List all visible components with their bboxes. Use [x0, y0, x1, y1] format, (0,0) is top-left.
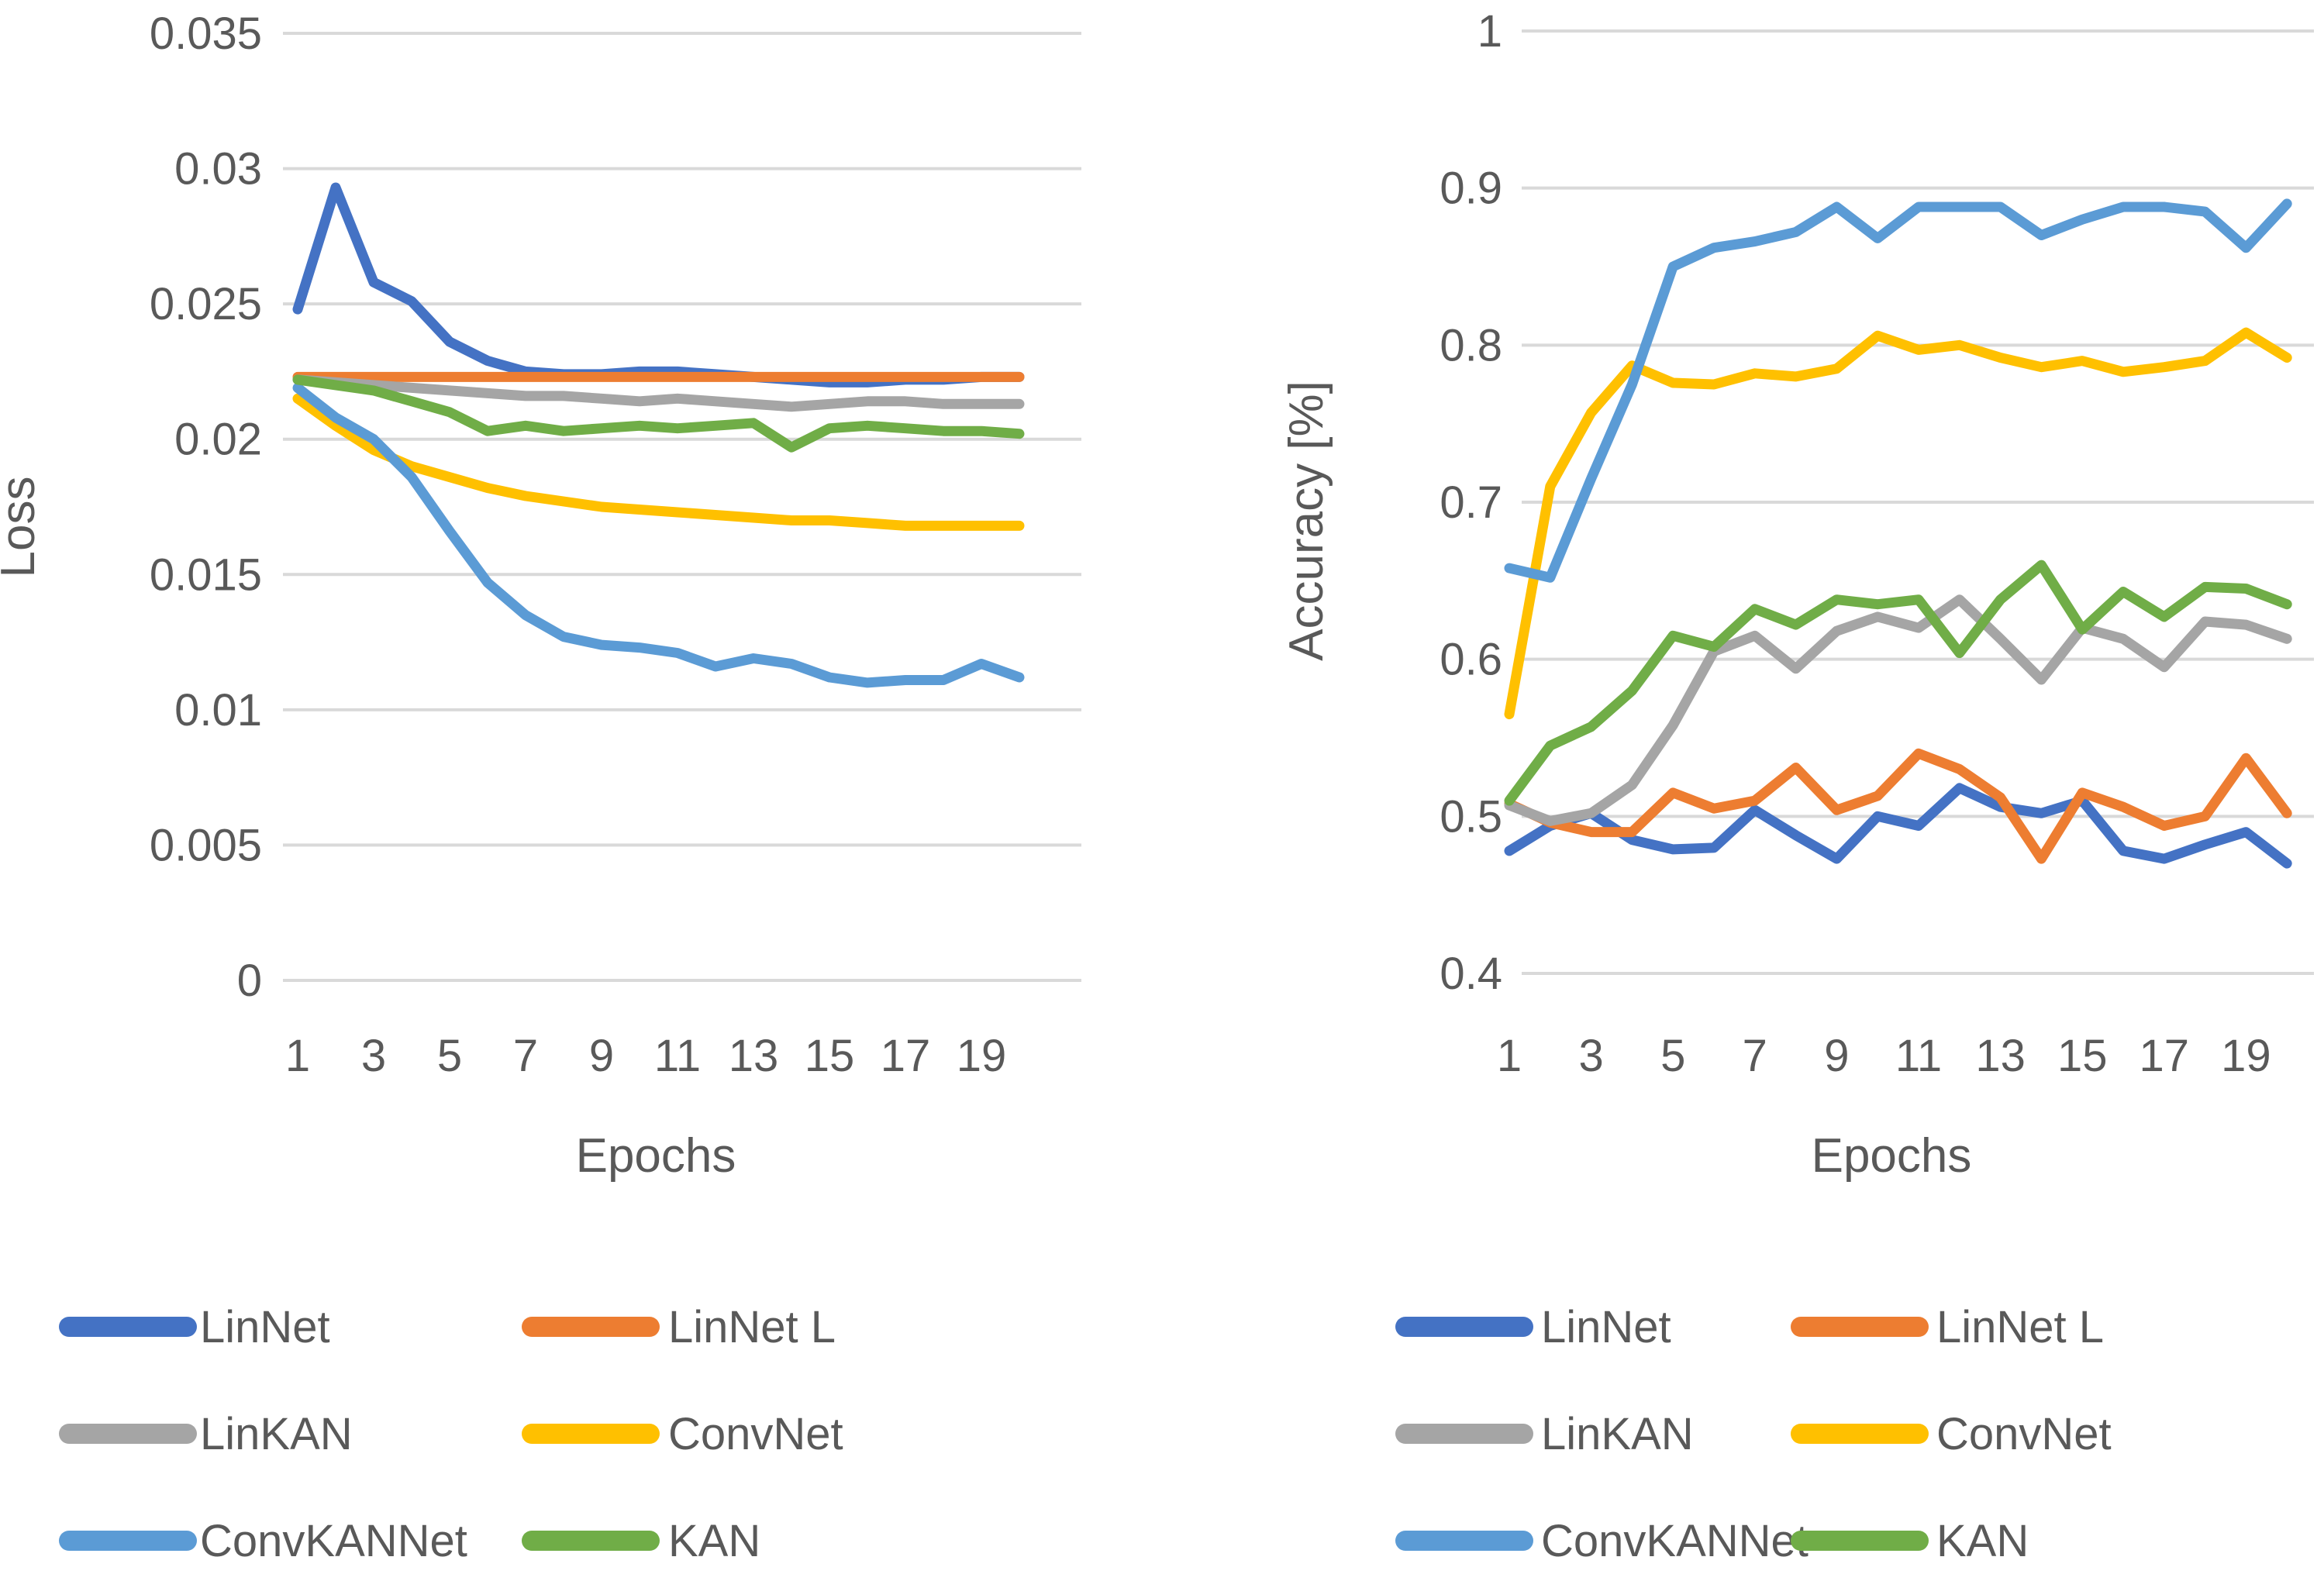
legend-label-LinNet: LinNet [1541, 1302, 1671, 1352]
series-line-LinNet [1504, 783, 2292, 869]
series-line-ConvKANNet [1504, 198, 2292, 583]
x-tick-label: 19 [957, 1031, 1007, 1081]
chart-accuracy: 0.40.50.60.70.80.911 3 5 7 9 11 13 15 17 19LinNet… [1395, 6, 2314, 1566]
legend-swatch-ConvKANNet [59, 1531, 197, 1551]
y-tick-label: 0.7 [1440, 477, 1502, 528]
series-line-KAN [292, 374, 1025, 453]
legend-swatch-LinNet [1395, 1317, 1533, 1337]
legend-label-LinKAN: LinKAN [1541, 1409, 1694, 1459]
legend-swatch-ConvNet [1791, 1424, 1929, 1444]
y-tick-label: 0.03 [174, 144, 262, 195]
y-tick-label: 0.4 [1440, 949, 1502, 999]
y-tick-label: 0.6 [1440, 635, 1502, 685]
legend-label-ConvKANNet: ConvKANNet [1541, 1516, 1809, 1566]
y-tick-label: 0.025 [150, 279, 262, 329]
accuracy-axis-title: Accuracy [%] [1280, 381, 1333, 661]
x-tick-label: 7 [513, 1031, 538, 1081]
x-tick-label: 9 [1824, 1031, 1849, 1081]
legend-label-KAN: KAN [1936, 1516, 2029, 1566]
y-tick-label: 0.035 [150, 9, 262, 59]
y-tick-label: 0.015 [150, 549, 262, 600]
legend-swatch-ConvNet [522, 1424, 660, 1444]
series-line-LinNet [292, 182, 1025, 388]
x-tick-label: 19 [2221, 1031, 2271, 1081]
x-tick-label: 17 [881, 1031, 931, 1081]
x-tick-label: 13 [729, 1031, 779, 1081]
x-tick-label: 13 [1975, 1031, 2026, 1081]
x-tick-label: 15 [2057, 1031, 2108, 1081]
x-tick-label: 3 [361, 1031, 386, 1081]
x-tick-label: 5 [437, 1031, 462, 1081]
legend-label-LinNet L: LinNet L [668, 1302, 836, 1352]
y-tick-label: 0 [237, 956, 262, 1006]
x-tick-label: 1 [1497, 1031, 1522, 1081]
legend-swatch-LinKAN [1395, 1424, 1533, 1444]
x-tick-label: 5 [1660, 1031, 1685, 1081]
x-tick-label: 3 [1578, 1031, 1603, 1081]
y-tick-label: 0.005 [150, 820, 262, 870]
y-tick-label: 0.5 [1440, 791, 1502, 842]
epochs-axis-title-left: Epochs [576, 1129, 736, 1183]
x-tick-label: 11 [654, 1031, 701, 1081]
legend-swatch-LinNet L [1791, 1317, 1929, 1337]
series-line-ConvNet [292, 393, 1025, 531]
legend-label-LinNet: LinNet [200, 1302, 330, 1352]
legend-label-ConvNet: ConvNet [668, 1409, 843, 1459]
y-tick-label: 0.8 [1440, 320, 1502, 370]
legend-swatch-LinNet L [522, 1317, 660, 1337]
legend-label-ConvNet: ConvNet [1936, 1409, 2112, 1459]
series-line-LinNet L [1504, 748, 2292, 864]
legend-label-LinNet L: LinNet L [1936, 1302, 2104, 1352]
legend-label-KAN: KAN [668, 1516, 760, 1566]
series-line-LinKAN [292, 374, 1025, 412]
legend-label-LinKAN: LinKAN [200, 1409, 353, 1459]
legend-swatch-LinKAN [59, 1424, 197, 1444]
legend-swatch-LinNet [59, 1317, 197, 1337]
x-tick-label: 1 [285, 1031, 310, 1081]
legend-swatch-KAN [522, 1531, 660, 1551]
y-tick-label: 0.9 [1440, 164, 1502, 214]
legend-swatch-KAN [1791, 1531, 1929, 1551]
x-tick-label: 7 [1743, 1031, 1767, 1081]
series-line-LinKAN [1504, 594, 2292, 826]
y-tick-label: 1 [1477, 6, 1502, 57]
epochs-axis-title-right: Epochs [1812, 1129, 1972, 1183]
x-tick-label: 9 [589, 1031, 614, 1081]
series-line-KAN [1504, 560, 2292, 806]
legend-label-ConvKANNet: ConvKANNet [200, 1516, 467, 1566]
series-line-ConvKANNet [292, 382, 1025, 688]
y-tick-label: 0.02 [174, 415, 262, 465]
x-tick-label: 17 [2140, 1031, 2190, 1081]
loss-axis-title: Loss [0, 477, 45, 578]
x-tick-label: 15 [805, 1031, 855, 1081]
legend-swatch-ConvKANNet [1395, 1531, 1533, 1551]
y-tick-label: 0.01 [174, 685, 262, 735]
x-tick-label: 11 [1895, 1031, 1942, 1081]
